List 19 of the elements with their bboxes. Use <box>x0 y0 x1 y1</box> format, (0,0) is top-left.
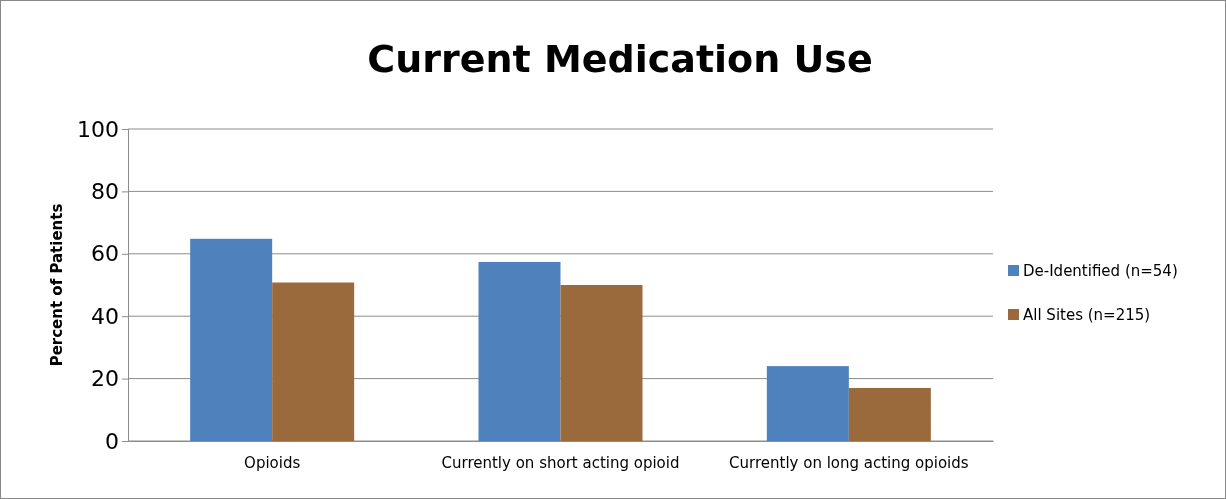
bar <box>272 282 355 441</box>
y-tick-label: 100 <box>77 116 119 142</box>
y-tick-label: 20 <box>91 366 119 392</box>
x-tick-label: Opioids <box>244 454 301 472</box>
bar <box>766 366 849 441</box>
y-tick-label: 0 <box>105 428 119 454</box>
y-tick-label: 80 <box>91 178 119 204</box>
y-axis-title: Percent of Patients <box>48 203 66 367</box>
x-tick-label: Currently on short acting opioid <box>441 454 680 472</box>
bar <box>478 261 561 441</box>
y-tick-label: 40 <box>91 303 119 329</box>
bar <box>560 285 643 441</box>
bar <box>190 238 273 441</box>
x-tick-label: Currently on long acting opioids <box>729 454 969 472</box>
chart-title: Current Medication Use <box>367 37 873 81</box>
legend-label: De-Identified (n=54) <box>1023 262 1178 280</box>
y-tick-label: 60 <box>91 241 119 267</box>
legend-label: All Sites (n=215) <box>1023 306 1151 324</box>
bar <box>848 387 931 441</box>
